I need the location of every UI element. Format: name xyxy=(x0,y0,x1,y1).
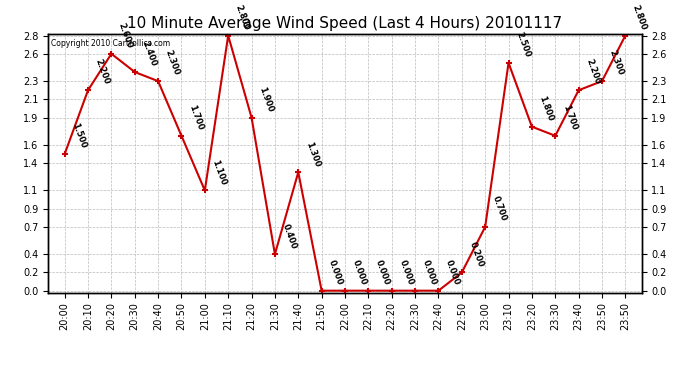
Text: 0.000: 0.000 xyxy=(327,259,344,286)
Text: 0.700: 0.700 xyxy=(491,195,508,223)
Text: 1.700: 1.700 xyxy=(187,104,204,132)
Text: 2.800: 2.800 xyxy=(631,3,649,32)
Text: 0.000: 0.000 xyxy=(444,259,462,286)
Text: 2.600: 2.600 xyxy=(117,22,135,50)
Text: 1.100: 1.100 xyxy=(210,158,228,186)
Text: 1.900: 1.900 xyxy=(257,86,275,113)
Text: 0.000: 0.000 xyxy=(397,259,415,286)
Text: 1.800: 1.800 xyxy=(538,94,555,123)
Text: 1.500: 1.500 xyxy=(70,122,88,150)
Text: 2.200: 2.200 xyxy=(584,58,602,86)
Text: 1.300: 1.300 xyxy=(304,140,322,168)
Text: 0.200: 0.200 xyxy=(467,240,485,268)
Text: 0.000: 0.000 xyxy=(421,259,438,286)
Text: 2.200: 2.200 xyxy=(94,58,111,86)
Text: Copyright 2010 Cartrollics.com: Copyright 2010 Cartrollics.com xyxy=(51,39,170,48)
Text: 2.500: 2.500 xyxy=(514,31,531,59)
Text: 0.400: 0.400 xyxy=(280,222,298,250)
Text: 2.300: 2.300 xyxy=(607,49,625,77)
Text: 0.000: 0.000 xyxy=(351,259,368,286)
Text: 0.000: 0.000 xyxy=(374,259,391,286)
Text: 2.800: 2.800 xyxy=(234,3,251,32)
Text: 2.400: 2.400 xyxy=(140,40,158,68)
Text: 1.700: 1.700 xyxy=(561,104,578,132)
Text: 2.300: 2.300 xyxy=(164,49,181,77)
Title: 10 Minute Average Wind Speed (Last 4 Hours) 20101117: 10 Minute Average Wind Speed (Last 4 Hou… xyxy=(128,16,562,31)
